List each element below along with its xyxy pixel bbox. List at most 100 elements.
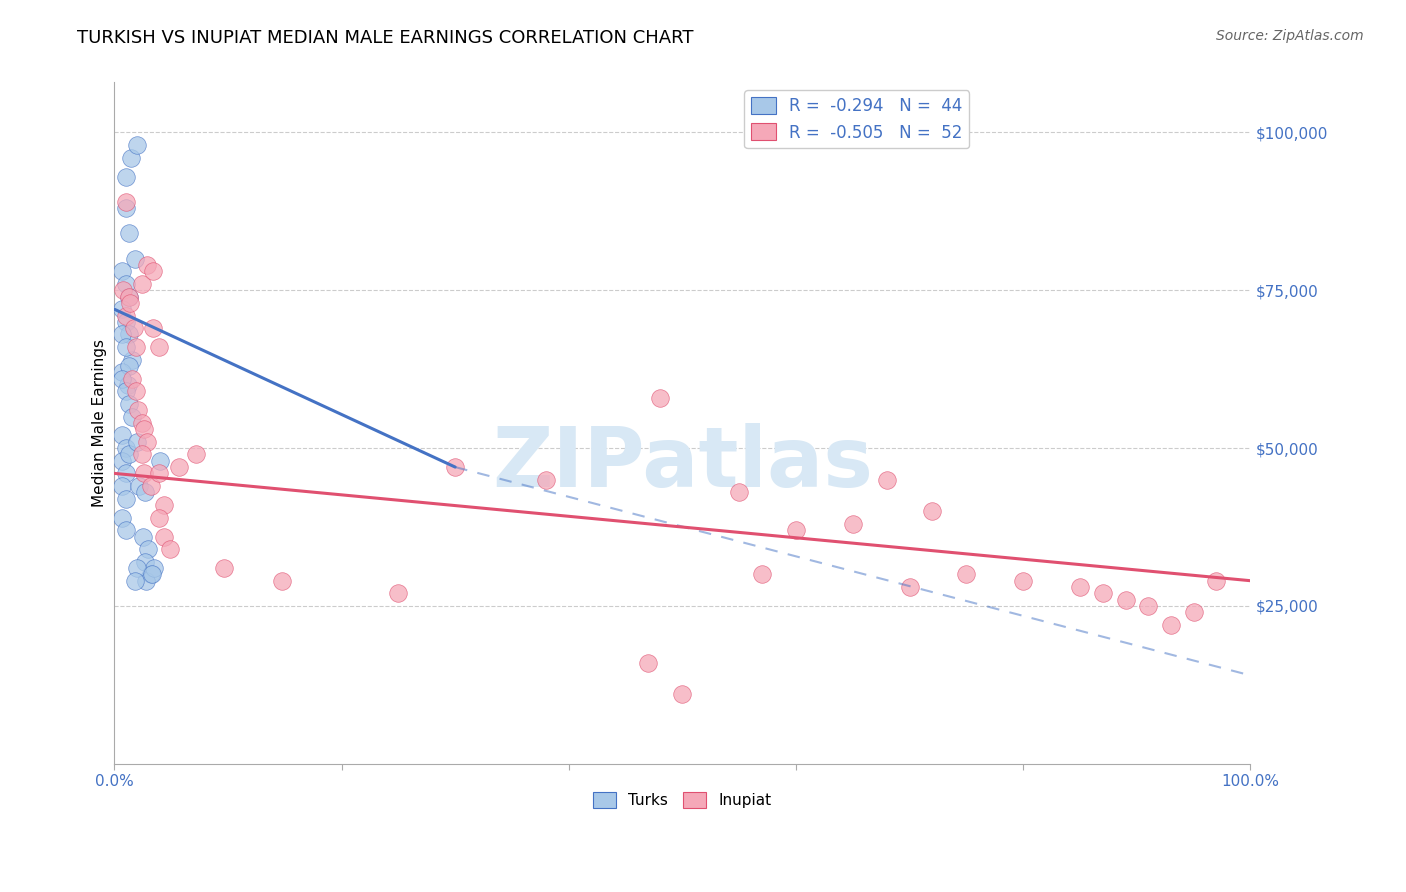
- Point: [842, 516, 865, 531]
- Point: [128, 479, 150, 493]
- Legend: Turks, Inupiat: Turks, Inupiat: [586, 786, 778, 814]
- Point: [148, 510, 170, 524]
- Text: ZIPatlas: ZIPatlas: [492, 424, 873, 504]
- Point: [114, 309, 136, 323]
- Point: [135, 574, 157, 588]
- Point: [114, 384, 136, 399]
- Point: [125, 561, 148, 575]
- Point: [118, 289, 141, 303]
- Point: [111, 479, 134, 493]
- Point: [1115, 592, 1137, 607]
- Point: [125, 384, 148, 399]
- Point: [1069, 580, 1091, 594]
- Point: [898, 580, 921, 594]
- Point: [142, 264, 165, 278]
- Point: [141, 567, 163, 582]
- Point: [114, 441, 136, 455]
- Point: [114, 277, 136, 291]
- Point: [955, 567, 977, 582]
- Point: [118, 227, 141, 241]
- Point: [118, 327, 141, 342]
- Y-axis label: Median Male Earnings: Median Male Earnings: [93, 339, 107, 507]
- Point: [111, 264, 134, 278]
- Point: [148, 467, 170, 481]
- Point: [637, 656, 659, 670]
- Point: [114, 340, 136, 354]
- Point: [148, 340, 170, 354]
- Point: [1205, 574, 1227, 588]
- Point: [114, 467, 136, 481]
- Point: [131, 416, 153, 430]
- Point: [1137, 599, 1160, 613]
- Point: [114, 169, 136, 184]
- Point: [127, 403, 149, 417]
- Point: [118, 359, 141, 373]
- Point: [876, 473, 898, 487]
- Point: [121, 352, 143, 367]
- Point: [134, 485, 156, 500]
- Point: [131, 447, 153, 461]
- Text: Source: ZipAtlas.com: Source: ZipAtlas.com: [1216, 29, 1364, 43]
- Point: [167, 460, 190, 475]
- Point: [124, 252, 146, 266]
- Point: [111, 454, 134, 468]
- Point: [142, 321, 165, 335]
- Point: [125, 434, 148, 449]
- Point: [124, 574, 146, 588]
- Point: [120, 151, 142, 165]
- Point: [134, 555, 156, 569]
- Point: [149, 454, 172, 468]
- Point: [214, 561, 236, 575]
- Point: [118, 397, 141, 411]
- Point: [751, 567, 773, 582]
- Point: [120, 296, 142, 310]
- Point: [153, 529, 176, 543]
- Point: [138, 542, 160, 557]
- Point: [114, 491, 136, 506]
- Point: [131, 529, 153, 543]
- Point: [121, 409, 143, 424]
- Point: [534, 473, 557, 487]
- Point: [111, 510, 134, 524]
- Point: [111, 302, 134, 317]
- Point: [136, 258, 159, 272]
- Point: [118, 447, 141, 461]
- Text: TURKISH VS INUPIAT MEDIAN MALE EARNINGS CORRELATION CHART: TURKISH VS INUPIAT MEDIAN MALE EARNINGS …: [77, 29, 693, 46]
- Point: [139, 567, 162, 582]
- Point: [921, 504, 943, 518]
- Point: [114, 201, 136, 215]
- Point: [785, 523, 807, 537]
- Point: [111, 327, 134, 342]
- Point: [131, 277, 153, 291]
- Point: [112, 283, 135, 297]
- Point: [122, 321, 145, 335]
- Point: [139, 479, 162, 493]
- Point: [117, 378, 139, 392]
- Point: [671, 687, 693, 701]
- Point: [153, 498, 176, 512]
- Point: [1012, 574, 1035, 588]
- Point: [1182, 605, 1205, 619]
- Point: [114, 315, 136, 329]
- Point: [132, 422, 155, 436]
- Point: [136, 434, 159, 449]
- Point: [387, 586, 409, 600]
- Point: [184, 447, 207, 461]
- Point: [125, 138, 148, 153]
- Point: [111, 428, 134, 442]
- Point: [159, 542, 181, 557]
- Point: [143, 561, 166, 575]
- Point: [728, 485, 751, 500]
- Point: [444, 460, 467, 475]
- Point: [132, 467, 155, 481]
- Point: [648, 391, 671, 405]
- Point: [111, 365, 134, 379]
- Point: [114, 523, 136, 537]
- Point: [121, 372, 143, 386]
- Point: [111, 372, 134, 386]
- Point: [118, 289, 141, 303]
- Point: [1160, 618, 1182, 632]
- Point: [271, 574, 294, 588]
- Point: [114, 194, 136, 209]
- Point: [125, 340, 148, 354]
